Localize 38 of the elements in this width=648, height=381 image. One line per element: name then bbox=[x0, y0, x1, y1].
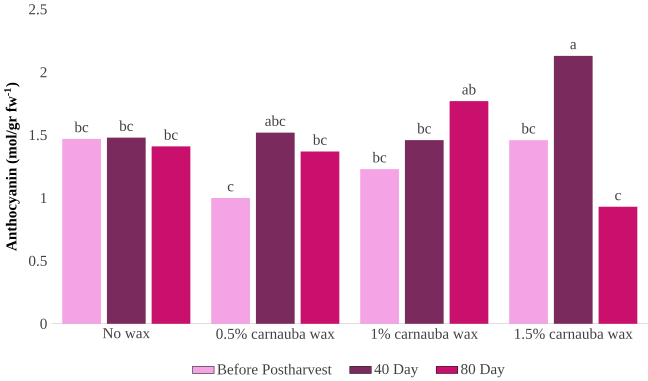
bar bbox=[509, 140, 548, 324]
data-label: a bbox=[570, 42, 576, 50]
x-tick-label: No wax bbox=[102, 328, 150, 338]
y-tick-label: 0.5 bbox=[28, 256, 47, 266]
x-tick-label: 1.5% carnauba wax bbox=[515, 328, 633, 339]
y-axis-title: Anthocyanin (mol/gr fw$^{-1}$) bbox=[4, 82, 20, 251]
y-tick-label: 2.5 bbox=[29, 4, 47, 14]
bar bbox=[211, 198, 250, 324]
y-tick-label: 1 bbox=[41, 192, 46, 203]
bar bbox=[360, 168, 399, 324]
data-label: bc bbox=[74, 122, 88, 132]
data-label: bc bbox=[417, 122, 431, 134]
bar bbox=[62, 138, 101, 324]
bar bbox=[450, 101, 488, 324]
bar bbox=[256, 132, 295, 324]
data-label: abc bbox=[265, 115, 286, 126]
bar bbox=[106, 137, 146, 324]
bar bbox=[404, 140, 444, 324]
data-label: bc bbox=[312, 134, 327, 145]
bar bbox=[554, 56, 593, 324]
legend-label: 40 Day bbox=[374, 364, 418, 378]
legend-label: 80 Day bbox=[461, 364, 505, 378]
data-label: c bbox=[228, 184, 234, 192]
y-tick-label: 1.5 bbox=[30, 130, 47, 140]
data-label: bc bbox=[521, 122, 536, 134]
x-tick-label: 0.5% carnauba wax bbox=[216, 328, 335, 339]
y-tick-label: 2 bbox=[40, 67, 47, 78]
data-label: bc bbox=[372, 152, 386, 162]
data-label: bc bbox=[164, 129, 178, 140]
bar bbox=[152, 146, 190, 324]
x-tick-label: 1% carnauba wax bbox=[372, 328, 478, 339]
y-tick-label: 0 bbox=[40, 318, 47, 329]
bar bbox=[300, 151, 340, 324]
data-label: ab bbox=[462, 84, 476, 94]
legend-label: Before Postharvest bbox=[217, 364, 332, 374]
data-label: c bbox=[615, 192, 621, 200]
bar bbox=[598, 206, 638, 324]
data-label: bc bbox=[119, 120, 133, 131]
